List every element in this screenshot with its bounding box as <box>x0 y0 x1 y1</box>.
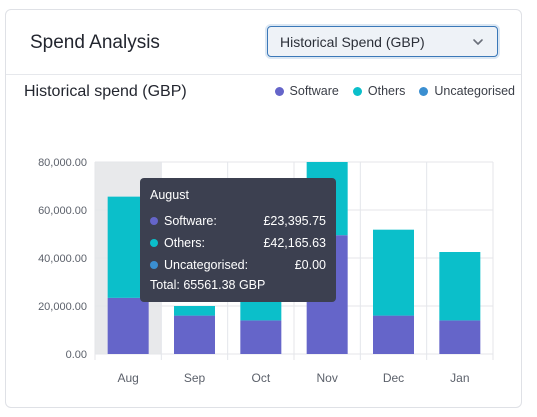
tooltip-row-software: Software: £23,395.75 <box>150 210 326 232</box>
tooltip-value-uncategorised: £0.00 <box>294 258 326 272</box>
bar-software-jan <box>439 320 481 354</box>
legend-swatch-others <box>352 86 362 96</box>
y-tick-label: 80,000.00 <box>38 157 87 169</box>
tooltip-swatch-uncategorised <box>150 261 158 269</box>
bar-software-dec <box>373 315 414 354</box>
x-tick-label: Oct <box>251 371 270 385</box>
tooltip-swatch-others <box>150 239 158 247</box>
card-title: Spend Analysis <box>30 32 160 53</box>
tooltip-row-others: Others: £42,165.63 <box>150 232 326 254</box>
bar-software-aug <box>107 297 149 354</box>
tooltip-total: Total: 65561.38 GBP <box>150 278 266 292</box>
x-tick-label: Jan <box>450 371 469 385</box>
tooltip-row-uncategorised: Uncategorised: £0.00 <box>150 254 326 276</box>
legend-swatch-software <box>274 86 284 96</box>
legend-item-others[interactable]: Others <box>352 84 406 98</box>
y-tick-label: 0.00 <box>66 349 87 361</box>
tooltip-title: August <box>150 188 189 202</box>
tooltip-label-uncategorised: Uncategorised: <box>164 258 249 272</box>
y-tick-label: 20,000.00 <box>38 301 87 313</box>
legend-label-software: Software <box>289 84 339 98</box>
bar-others-oct <box>240 301 282 321</box>
y-tick-label: 40,000.00 <box>38 253 87 265</box>
legend-swatch-uncategorised <box>419 86 429 96</box>
bar-others-dec <box>373 229 414 316</box>
tooltip-label-others: Others: <box>164 236 205 250</box>
legend-label-others: Others <box>367 84 406 98</box>
tooltip-value-software: £23,395.75 <box>263 214 326 228</box>
chevron-down-icon <box>473 39 483 45</box>
bar-software-oct <box>240 320 282 354</box>
chart-tooltip: August Software: £23,395.75 Others: £42,… <box>140 178 336 302</box>
x-tick-label: Sep <box>184 371 206 385</box>
bar-software-sep <box>174 315 215 354</box>
card-header: Spend Analysis Historical Spend (GBP) <box>6 10 521 75</box>
tooltip-swatch-software <box>150 217 158 225</box>
legend-item-uncategorised[interactable]: Uncategorised <box>419 84 515 98</box>
legend-label-uncategorised: Uncategorised <box>434 84 515 98</box>
bar-others-sep <box>174 306 215 316</box>
tooltip-value-others: £42,165.63 <box>263 236 326 250</box>
x-tick-label: Nov <box>316 371 337 385</box>
legend-item-software[interactable]: Software <box>274 84 339 98</box>
x-tick-label: Aug <box>117 371 138 385</box>
y-tick-label: 60,000.00 <box>38 205 87 217</box>
x-tick-label: Dec <box>383 371 404 385</box>
bar-others-jan <box>439 252 481 321</box>
spend-type-dropdown[interactable]: Historical Spend (GBP) <box>267 26 498 57</box>
tooltip-label-software: Software: <box>164 214 217 228</box>
dropdown-selected-value: Historical Spend (GBP) <box>280 33 425 50</box>
chart-title: Historical spend (GBP) <box>24 83 187 100</box>
chart-legend: Software Others Uncategorised <box>274 84 515 98</box>
